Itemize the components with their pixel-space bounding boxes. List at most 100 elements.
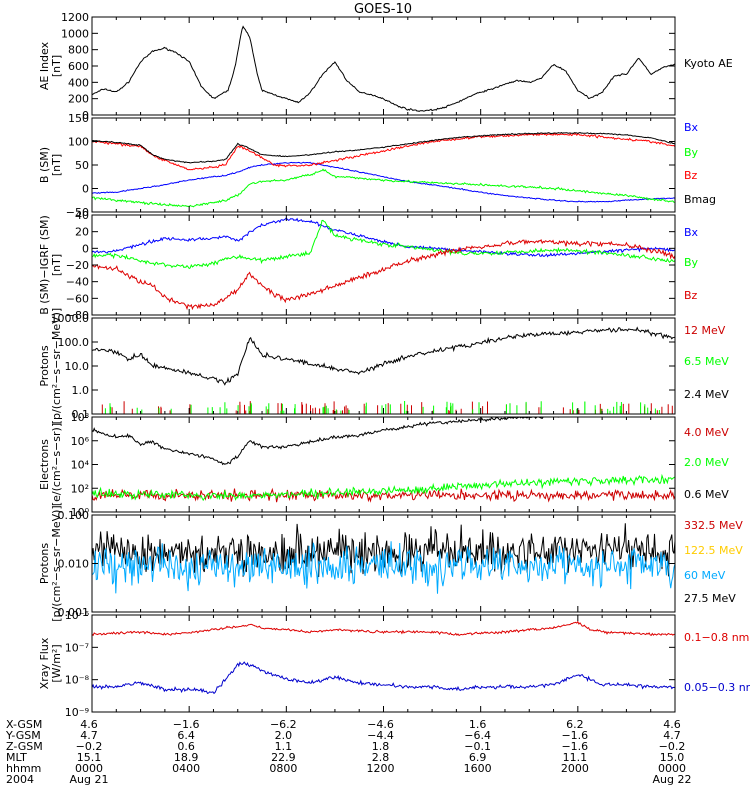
footer-row-label: X-GSM: [6, 718, 42, 731]
y-tick-label: 0.010: [58, 558, 90, 571]
legend-0-05-0-3-nm: 0.05−0.3 nm: [684, 681, 750, 694]
legend-2-4-mev: 2.4 MeV: [684, 388, 729, 401]
y-tick-label: −20: [66, 259, 89, 272]
y-tick-label: 100: [68, 136, 89, 149]
footer-value: 0.6: [177, 740, 195, 753]
y-tick-label: 1000.0: [51, 312, 90, 325]
legend-2-0-mev: 2.0 MeV: [684, 456, 729, 469]
y-tick-label: 10⁻⁶: [65, 609, 90, 622]
series-ae-kyoto-ae: [92, 25, 675, 112]
legend-332-5-mev: 332.5 MeV: [684, 519, 743, 532]
plot-area-bsm: [92, 131, 675, 208]
footer-value: −1.6: [173, 718, 200, 731]
y-tick-label: 800: [68, 44, 89, 57]
plot-area-bres: [92, 217, 675, 311]
series-protons1-6-5-mev: [104, 401, 660, 414]
plot-area-ae: [92, 25, 675, 112]
plot-area-protons1: [92, 326, 675, 414]
y-axis-label: [nT]: [50, 55, 63, 77]
y-axis-label: [nT]: [50, 154, 63, 176]
plot-area-electrons: [92, 417, 675, 503]
series-protons1-12-mev: [101, 401, 673, 414]
footer-value: −6.4: [464, 729, 491, 742]
plot-area-xray: [92, 620, 675, 695]
panel-frame: [91, 16, 676, 116]
y-tick-label: 0: [82, 242, 89, 255]
footer-value: 1600: [464, 762, 492, 775]
footer-row-label: Y-GSM: [5, 729, 41, 742]
series-bsm-bx: [92, 161, 675, 203]
y-tick-label: 400: [68, 76, 89, 89]
footer-value: 11.1: [563, 751, 588, 764]
footer-row-label: Z-GSM: [6, 740, 43, 753]
series-electrons-2-0-mev: [92, 473, 675, 502]
legend-60-mev: 60 MeV: [684, 569, 726, 582]
y-axis-label: [W/m²]: [50, 644, 63, 682]
panel-frame: [91, 117, 676, 213]
y-axis-label: [nT]: [50, 254, 63, 276]
series-electrons-0-6-mev: [92, 417, 675, 466]
y-tick-label: 10⁰: [71, 506, 90, 519]
footer-value: 15.0: [660, 751, 685, 764]
footer-value: 15.1: [77, 751, 102, 764]
footer-value: 0000: [658, 762, 686, 775]
y-tick-label: 200: [68, 93, 89, 106]
footer-value: 2000: [561, 762, 589, 775]
footer-value: −4.6: [367, 718, 394, 731]
series-bres-bz: [92, 238, 675, 311]
footer-value: 1.1: [275, 740, 293, 753]
series-bsm-by: [92, 168, 675, 208]
footer-value: 0400: [172, 762, 200, 775]
series-xray-0-1-0-8-nm: [92, 620, 675, 637]
footer-value: −1.6: [561, 729, 588, 742]
series-protons2-60-mev: [92, 541, 675, 594]
footer-value: 2.8: [372, 751, 390, 764]
footer-value: −4.4: [367, 729, 394, 742]
y-tick-label: 1200: [61, 11, 89, 24]
panel-electrons: 10⁰ 10² 10⁴ 10⁶ 10⁸ Electrons [e/(cm²−s−sr)] 4.…: [38, 411, 729, 519]
legend-6-5-mev: 6.5 MeV: [684, 355, 729, 368]
y-axis-label: [e/(cm²−s−sr)]: [50, 423, 63, 506]
footer-value: 0800: [269, 762, 297, 775]
legend-kyoto-ae: Kyoto AE: [684, 57, 733, 70]
y-axis-label: Electrons: [38, 439, 51, 490]
legend-4-0-mev: 4.0 MeV: [684, 426, 729, 439]
panel-frame: [91, 317, 676, 415]
y-axis-label: Xray Flux: [38, 637, 51, 689]
series-bres-bx: [92, 217, 675, 258]
panel-frame: [91, 416, 676, 513]
footer-value: 2.0: [275, 729, 293, 742]
y-tick-label: 20: [75, 226, 89, 239]
y-tick-label: 600: [68, 60, 89, 73]
footer-value: 6.4: [177, 729, 195, 742]
y-tick-label: 10.0: [65, 360, 90, 373]
footer-value: −6.2: [270, 718, 297, 731]
y-tick-label: 10⁸: [71, 411, 90, 424]
footer-value: 22.9: [271, 751, 296, 764]
y-tick-label: 0.001: [58, 606, 90, 619]
series-bres-by: [92, 219, 675, 270]
y-axis-label: B (SM)−IGRF (SM): [38, 215, 51, 315]
y-axis-label: Protons: [38, 543, 51, 584]
footer-value: −0.2: [659, 740, 686, 753]
footer-value: Aug 21: [70, 773, 109, 786]
legend-bmag: Bmag: [684, 193, 716, 206]
footer-value: 1.8: [372, 740, 390, 753]
panel-ae: 0 200 400 600 800 1000 1200 AE Index [nT] Kyoto A…: [38, 11, 733, 122]
chart-title: GOES-10: [354, 2, 412, 17]
plot-area-protons2: [92, 523, 675, 594]
y-tick-label: 1.0: [72, 384, 90, 397]
y-tick-label: 1000: [61, 27, 89, 40]
panel-bsm: −50 0 50 100 150 B (SM) [nT] Bx By Bz Bmag: [38, 112, 716, 219]
footer-value: 6.9: [469, 751, 487, 764]
y-tick-label: −60: [66, 292, 89, 305]
y-axis-label: AE Index: [38, 41, 51, 90]
legend-0-1-0-8-nm: 0.1−0.8 nm: [684, 631, 749, 644]
y-tick-label: 150: [68, 112, 89, 125]
footer-value: 4.7: [80, 729, 98, 742]
footer-value: Aug 22: [653, 773, 692, 786]
footer-value: 1200: [367, 762, 395, 775]
series-protons1-2-4-mev: [92, 326, 675, 386]
y-tick-label: 0: [82, 183, 89, 196]
